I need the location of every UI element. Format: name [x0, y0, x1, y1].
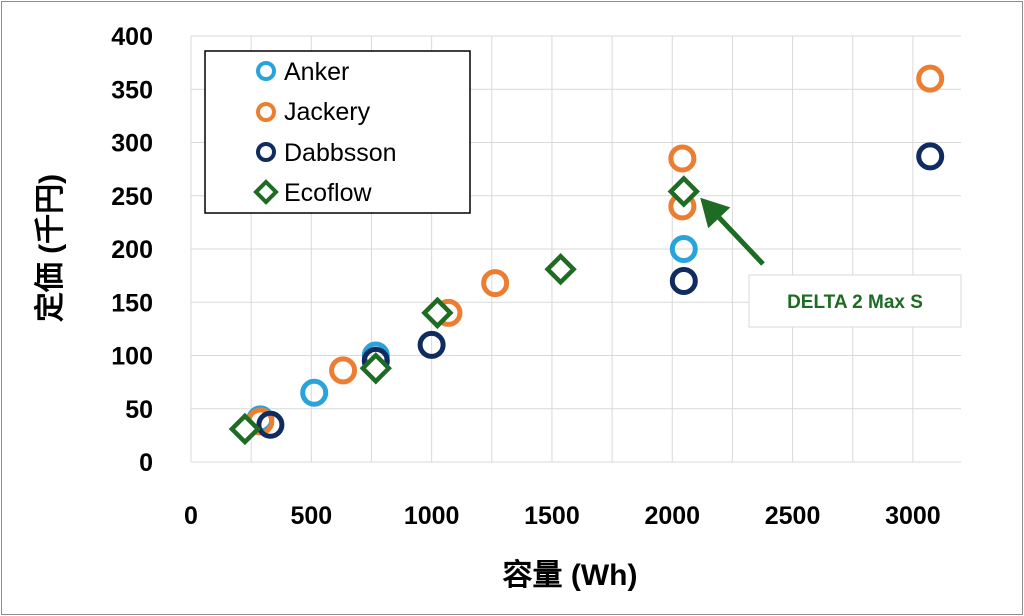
legend-marker — [256, 61, 276, 81]
data-point — [667, 175, 700, 208]
y-tick-label: 150 — [111, 289, 153, 317]
annotation-box — [748, 274, 962, 328]
x-tick-label: 0 — [184, 502, 198, 530]
data-point — [359, 352, 392, 385]
legend-label: Jackery — [284, 98, 371, 126]
annotation-label: DELTA 2 Max S — [787, 292, 923, 313]
legend-item-dabbsson: Dabbsson — [256, 139, 397, 167]
x-tick-label: 500 — [290, 502, 332, 530]
y-tick-label: 100 — [111, 343, 153, 371]
x-tick-label: 3000 — [885, 502, 941, 530]
x-tick-label: 2000 — [644, 502, 700, 530]
data-point — [916, 142, 945, 171]
series-dabbsson — [256, 142, 945, 439]
legend-circle-marker — [256, 61, 276, 81]
data-point — [669, 235, 698, 263]
y-tick-label: 250 — [111, 183, 153, 211]
x-tick-label: 1500 — [524, 502, 580, 530]
x-tick-labels: 0 500 1000 1500 2000 2500 3000 — [184, 502, 941, 530]
legend-item-ecoflow: Ecoflow — [253, 179, 372, 207]
legend-item-anker: Anker — [256, 58, 349, 86]
data-point — [544, 253, 577, 286]
x-tick-label: 1000 — [404, 502, 460, 530]
y-tick-label: 400 — [111, 23, 153, 51]
data-point — [668, 144, 697, 173]
legend-label: Dabbsson — [284, 139, 397, 167]
y-tick-label: 0 — [139, 449, 153, 477]
data-point — [228, 412, 262, 446]
legend-marker — [253, 179, 279, 205]
y-tick-label: 300 — [111, 130, 153, 158]
data-point — [417, 330, 446, 359]
y-tick-label: 200 — [111, 236, 153, 264]
series-anker — [246, 235, 698, 434]
legend-circle-marker — [256, 142, 276, 162]
legend-circle-marker — [256, 102, 276, 122]
annotation-arrow — [700, 197, 765, 266]
annotation: DELTA 2 Max S — [700, 197, 962, 328]
data-point — [916, 64, 945, 93]
legend: Anker Jackery Dabbsson Ecoflow — [204, 50, 471, 214]
y-tick-label: 350 — [111, 76, 153, 104]
legend-item-jackery: Jackery — [256, 98, 371, 126]
legend-marker — [256, 102, 276, 122]
y-tick-label: 50 — [125, 396, 153, 424]
data-point — [669, 266, 698, 295]
data-points — [228, 64, 945, 446]
data-point — [481, 269, 510, 298]
legend-label: Anker — [284, 58, 349, 86]
legend-marker — [256, 142, 276, 162]
series-ecoflow — [228, 175, 700, 446]
data-point — [421, 296, 454, 330]
data-point — [300, 378, 329, 407]
y-axis-title: 定価 (千円) — [33, 174, 67, 322]
legend-label: Ecoflow — [284, 179, 372, 207]
data-point — [256, 410, 285, 439]
x-tick-label: 2500 — [765, 502, 821, 530]
y-tick-labels: 0 50 100 150 200 250 300 350 400 — [111, 23, 153, 477]
legend-diamond-marker — [253, 179, 279, 205]
data-point — [329, 356, 358, 385]
x-axis-title: 容量 (Wh) — [503, 559, 638, 592]
legend-box — [204, 50, 471, 214]
